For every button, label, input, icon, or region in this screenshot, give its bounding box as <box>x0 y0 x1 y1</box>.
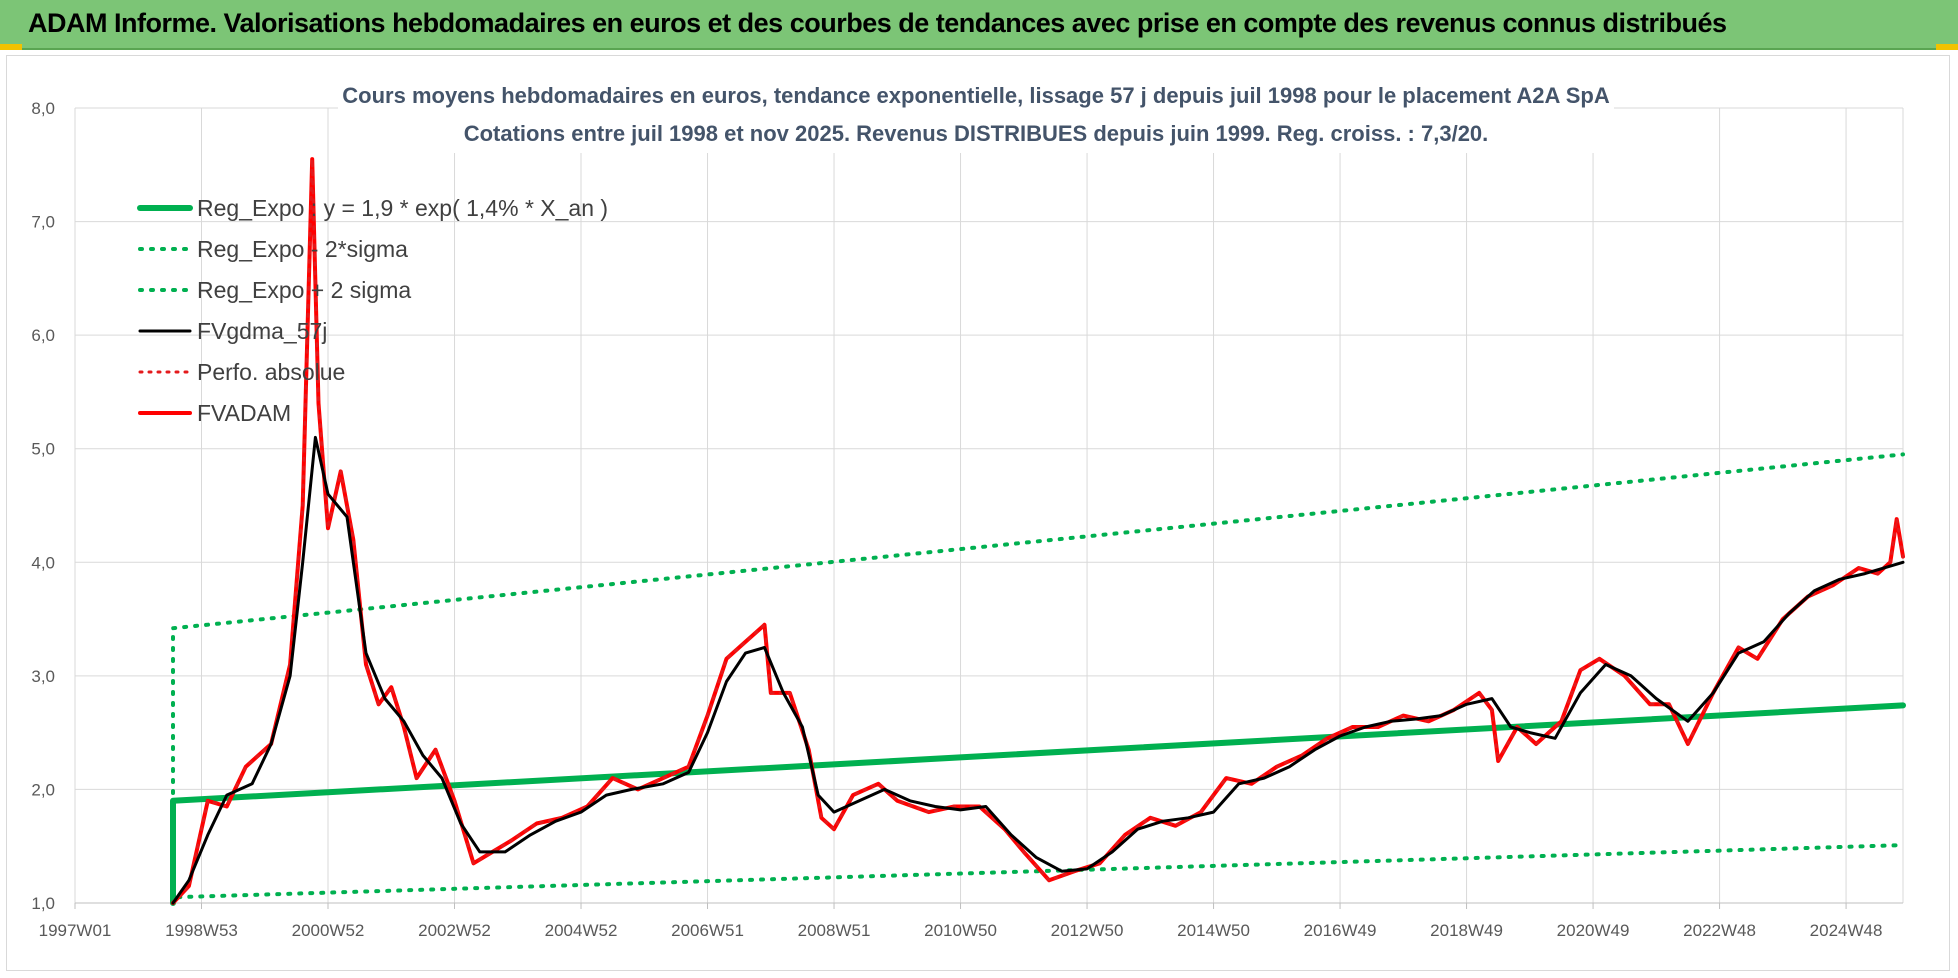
series-line-reg-expo-minus-2sigma <box>171 843 1905 905</box>
y-tick-label: 6,0 <box>31 326 55 345</box>
x-tick-label: 2010W50 <box>924 921 997 940</box>
header-banner: ADAM Informe. Valorisations hebdomadaire… <box>0 0 1958 50</box>
x-tick-label: 2014W50 <box>1177 921 1250 940</box>
legend-label: Perfo. absolue <box>197 359 345 385</box>
series-line-reg-expo <box>170 702 1906 906</box>
y-tick-label: 4,0 <box>31 553 55 572</box>
x-tick-label: 2020W49 <box>1557 921 1630 940</box>
chart-title-line-2: Cotations entre juil 1998 et nov 2025. R… <box>464 121 1489 146</box>
series-line-fvadam <box>171 157 1905 905</box>
x-tick-label: 2004W52 <box>545 921 618 940</box>
x-tick-label: 2006W51 <box>671 921 744 940</box>
series-line-reg-expo-plus-2sigma <box>171 452 1905 905</box>
y-tick-label: 2,0 <box>31 780 55 799</box>
legend-label: Reg_Expo - 2*sigma <box>197 236 408 262</box>
x-tick-label: 2012W50 <box>1051 921 1124 940</box>
chart-frame <box>6 55 1950 971</box>
y-tick-label: 1,0 <box>31 894 55 913</box>
y-tick-label: 7,0 <box>31 213 55 232</box>
x-tick-label: 2016W49 <box>1304 921 1377 940</box>
x-tick-label: 2024W48 <box>1810 921 1883 940</box>
x-tick-label: 1997W01 <box>39 921 112 940</box>
x-tick-label: 2002W52 <box>418 921 491 940</box>
legend-label: Reg_Expo : y = 1,9 * exp( 1,4% * X_an ) <box>197 195 608 221</box>
corner-marker-top-left <box>0 44 22 50</box>
legend-label: Reg_Expo + 2 sigma <box>197 277 411 303</box>
page-title: ADAM Informe. Valorisations hebdomadaire… <box>28 8 1727 38</box>
legend-label: FVADAM <box>197 400 291 426</box>
chart-title-background <box>338 75 1614 153</box>
chart-title-line-1: Cours moyens hebdomadaires en euros, ten… <box>342 83 1610 108</box>
y-tick-label: 8,0 <box>31 99 55 118</box>
series-line-fvgdma-57j <box>171 435 1905 905</box>
x-tick-label: 1998W53 <box>165 921 238 940</box>
corner-marker-top-right <box>1936 44 1958 50</box>
y-tick-label: 5,0 <box>31 440 55 459</box>
x-tick-label: 2018W49 <box>1430 921 1503 940</box>
x-tick-label: 2022W48 <box>1683 921 1756 940</box>
legend-label: FVgdma_57j <box>197 318 327 344</box>
y-tick-label: 3,0 <box>31 667 55 686</box>
series-line-perfo-absolue <box>171 157 1905 905</box>
x-tick-label: 2008W51 <box>798 921 871 940</box>
x-tick-label: 2000W52 <box>292 921 365 940</box>
